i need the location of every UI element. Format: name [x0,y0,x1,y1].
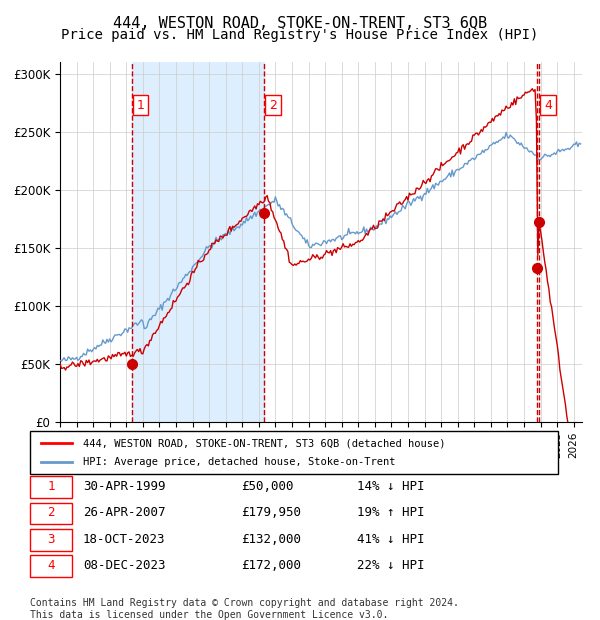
Text: £50,000: £50,000 [241,480,294,493]
Text: 444, WESTON ROAD, STOKE-ON-TRENT, ST3 6QB: 444, WESTON ROAD, STOKE-ON-TRENT, ST3 6Q… [113,16,487,30]
Text: 41% ↓ HPI: 41% ↓ HPI [358,533,425,546]
Text: 1: 1 [47,480,55,493]
Bar [539,62,582,422]
Bar [132,62,264,422]
Text: 3: 3 [47,533,55,546]
Text: HPI: Average price, detached house, Stoke-on-Trent: HPI: Average price, detached house, Stok… [83,457,395,467]
Text: 14% ↓ HPI: 14% ↓ HPI [358,480,425,493]
Text: £172,000: £172,000 [241,559,301,572]
Text: 4: 4 [544,99,552,112]
Text: 444, WESTON ROAD, STOKE-ON-TRENT, ST3 6QB (detached house): 444, WESTON ROAD, STOKE-ON-TRENT, ST3 6Q… [83,438,445,448]
FancyBboxPatch shape [30,529,72,551]
Text: 4: 4 [47,559,55,572]
FancyBboxPatch shape [30,503,72,525]
FancyBboxPatch shape [30,476,72,498]
Text: £132,000: £132,000 [241,533,301,546]
Text: 26-APR-2007: 26-APR-2007 [83,507,166,520]
Text: 2: 2 [269,99,277,112]
FancyBboxPatch shape [30,556,72,577]
Text: 18-OCT-2023: 18-OCT-2023 [83,533,166,546]
Text: 19% ↑ HPI: 19% ↑ HPI [358,507,425,520]
Text: 1: 1 [137,99,145,112]
Text: 30-APR-1999: 30-APR-1999 [83,480,166,493]
Text: Price paid vs. HM Land Registry's House Price Index (HPI): Price paid vs. HM Land Registry's House … [61,28,539,42]
Text: 22% ↓ HPI: 22% ↓ HPI [358,559,425,572]
Text: 2: 2 [47,507,55,520]
FancyBboxPatch shape [30,431,558,474]
Text: Contains HM Land Registry data © Crown copyright and database right 2024.
This d: Contains HM Land Registry data © Crown c… [30,598,459,620]
Text: 08-DEC-2023: 08-DEC-2023 [83,559,166,572]
Text: £179,950: £179,950 [241,507,301,520]
